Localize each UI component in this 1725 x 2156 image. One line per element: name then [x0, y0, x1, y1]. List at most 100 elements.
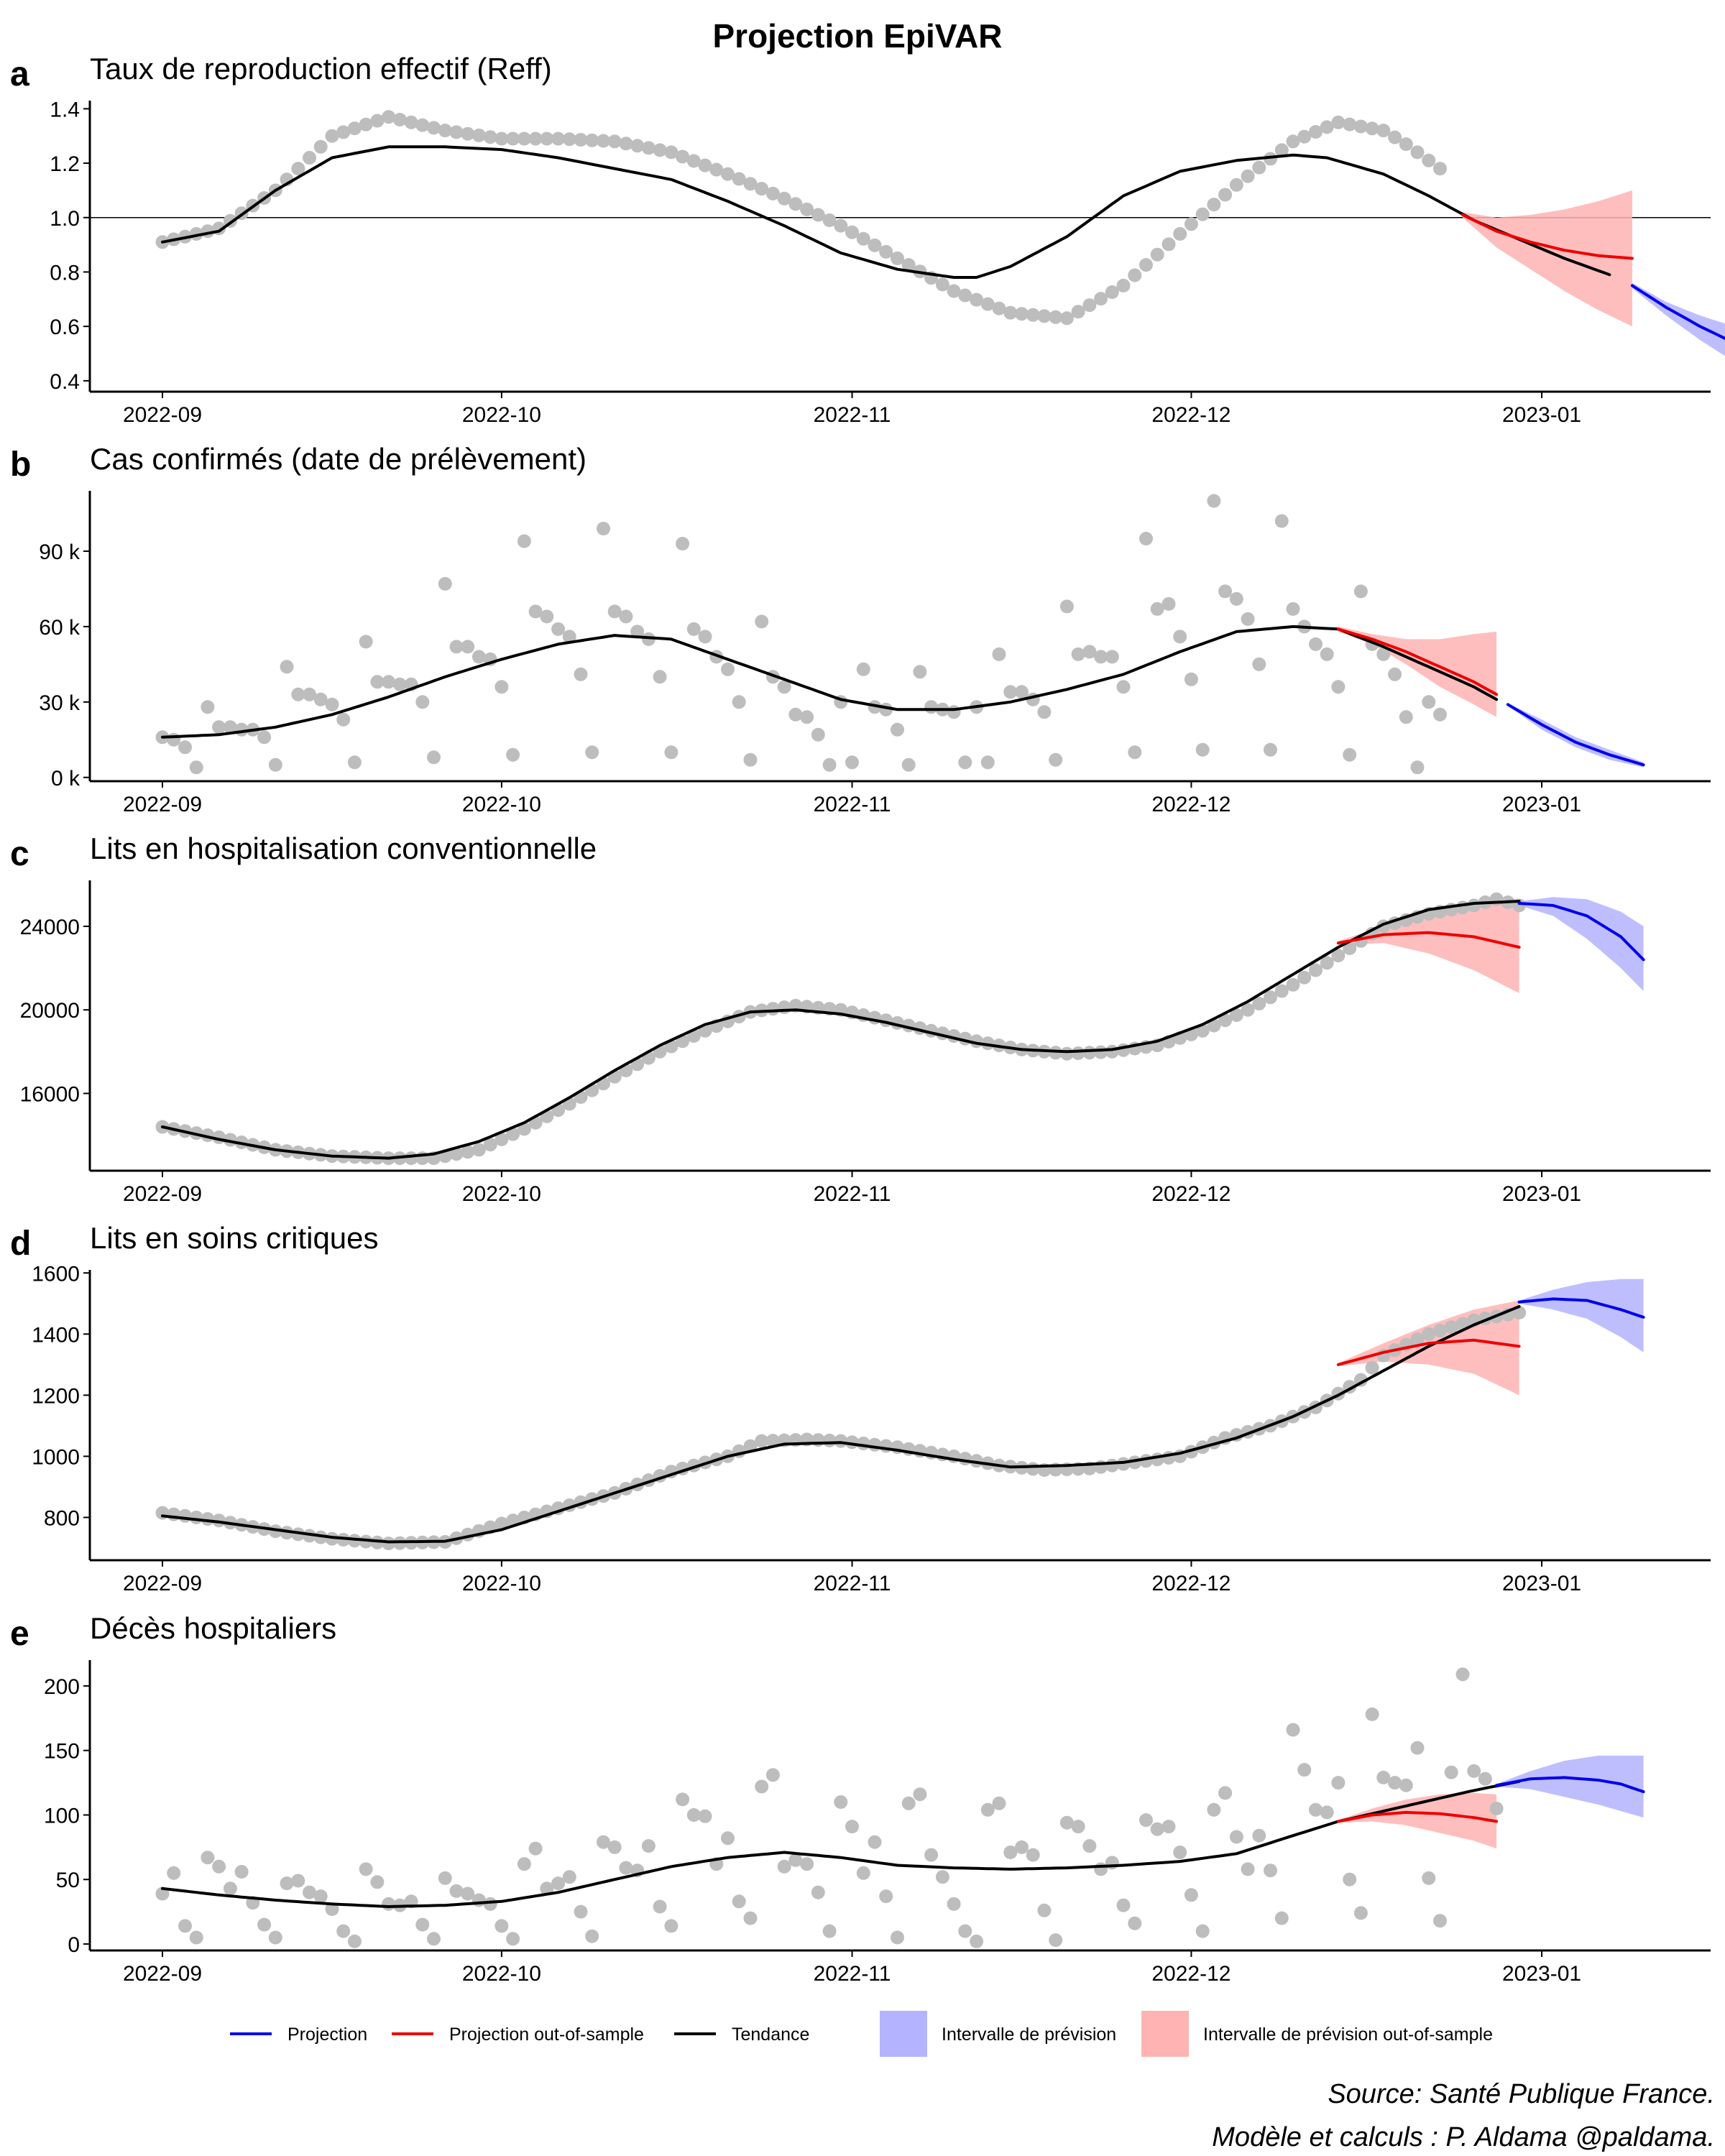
- observed-point: [765, 186, 780, 201]
- observed-point: [1229, 1830, 1243, 1844]
- observed-point: [382, 110, 396, 124]
- x-tick-label: 2022-09: [123, 793, 202, 816]
- panel-a: a Taux de reproduction effectif (Reff) 0.4…: [10, 52, 1725, 427]
- observed-point: [167, 1866, 181, 1880]
- y-tick-label: 1.2: [50, 152, 80, 176]
- observed-point: [935, 277, 949, 292]
- interval-oos-band: [1338, 899, 1519, 993]
- observed-point: [1173, 630, 1187, 644]
- observed-point: [1320, 956, 1334, 970]
- observed-point: [765, 1768, 780, 1782]
- observed-point: [1399, 710, 1413, 724]
- observed-point: [755, 1779, 769, 1794]
- observed-point: [834, 1795, 848, 1809]
- observed-point: [336, 125, 351, 139]
- panel-title: Cas confirmés (date de prélèvement): [90, 442, 586, 476]
- observed-point: [970, 292, 984, 307]
- observed-point: [1309, 963, 1322, 977]
- x-tick-label: 2022-12: [1151, 1182, 1230, 1206]
- observed-point: [755, 1434, 769, 1448]
- observed-point: [359, 117, 373, 132]
- observed-point: [1422, 1871, 1436, 1885]
- y-tick-label: 24000: [20, 916, 80, 939]
- observed-point: [1105, 1856, 1119, 1870]
- observed-point: [1082, 298, 1097, 313]
- observed-point: [494, 132, 509, 146]
- observed-point: [189, 760, 203, 775]
- observed-point: [1082, 1839, 1097, 1853]
- observed-point: [607, 604, 622, 619]
- observed-point: [653, 143, 667, 157]
- legend: Projection Projection out-of-sample Tendan…: [230, 2011, 1493, 2057]
- observed-point: [619, 609, 633, 624]
- x-tick-label: 2022-10: [462, 1182, 541, 1206]
- observed-point: [562, 1870, 576, 1884]
- observed-point: [958, 755, 972, 770]
- observed-point: [1274, 1911, 1289, 1925]
- observed-point: [291, 162, 305, 176]
- observed-point: [359, 635, 373, 649]
- observed-point: [1297, 1763, 1312, 1777]
- y-tick-label: 0.6: [50, 315, 80, 339]
- y-tick-label: 30 k: [39, 691, 80, 715]
- observed-point: [167, 732, 181, 747]
- observed-point: [686, 154, 701, 168]
- observed-point: [370, 1875, 385, 1889]
- observed-point: [528, 1841, 543, 1856]
- panel-letter: e: [10, 1615, 29, 1653]
- x-tick-label: 2022-11: [814, 1182, 891, 1206]
- observed-point: [1264, 1864, 1277, 1878]
- observed-point: [765, 1434, 780, 1448]
- observed-point: [788, 1853, 803, 1867]
- observed-point: [1059, 1815, 1074, 1830]
- observed-point: [970, 1934, 984, 1948]
- x-tick-label: 2022-12: [1151, 403, 1230, 427]
- observed-point: [528, 604, 543, 619]
- observed-point: [1162, 1820, 1176, 1834]
- observed-point: [1207, 198, 1221, 212]
- observed-point: [901, 258, 916, 272]
- observed-point: [834, 218, 848, 233]
- observed-point: [1309, 637, 1322, 651]
- observed-point: [1128, 268, 1142, 282]
- observed-point: [347, 1934, 362, 1948]
- observed-point: [449, 640, 464, 654]
- observed-point: [1331, 680, 1346, 694]
- observed-point: [1320, 120, 1334, 134]
- observed-point: [1015, 307, 1029, 321]
- observed-point: [1229, 591, 1243, 606]
- observed-point: [506, 1932, 520, 1946]
- observed-point: [303, 687, 316, 701]
- observed-point: [551, 622, 566, 636]
- observed-point: [1059, 599, 1074, 614]
- observed-point: [1489, 1802, 1504, 1815]
- observed-point: [732, 695, 746, 709]
- observed-point: [1071, 305, 1085, 319]
- y-tick-label: 800: [44, 1506, 80, 1530]
- panel-title: Lits en soins critiques: [90, 1221, 379, 1255]
- observed-point: [1286, 134, 1300, 149]
- observed-point: [664, 745, 678, 760]
- legend-projection-oos-label: Projection out-of-sample: [449, 2024, 644, 2045]
- observed-point: [1343, 747, 1357, 762]
- projection-line: [1506, 703, 1645, 767]
- observed-point: [574, 667, 588, 681]
- y-tick-label: 0.8: [50, 261, 80, 285]
- observed-point: [641, 141, 656, 155]
- observed-point: [1071, 1820, 1085, 1834]
- observed-point: [1150, 602, 1164, 616]
- observed-point: [1207, 1802, 1221, 1817]
- observed-point: [461, 126, 475, 141]
- y-tick-label: 100: [44, 1804, 80, 1828]
- x-tick-label: 2022-10: [462, 1572, 541, 1595]
- observed-point: [698, 1809, 712, 1823]
- observed-point: [664, 1919, 678, 1933]
- observed-point: [1082, 645, 1097, 659]
- legend-trend-label: Tendance: [732, 2024, 809, 2045]
- observed-point: [1015, 685, 1029, 699]
- legend-projection-label: Projection: [288, 2024, 367, 2045]
- observed-point: [1241, 1003, 1255, 1017]
- observed-point: [494, 680, 509, 694]
- observed-point: [1331, 115, 1346, 129]
- observed-point: [1410, 1332, 1425, 1347]
